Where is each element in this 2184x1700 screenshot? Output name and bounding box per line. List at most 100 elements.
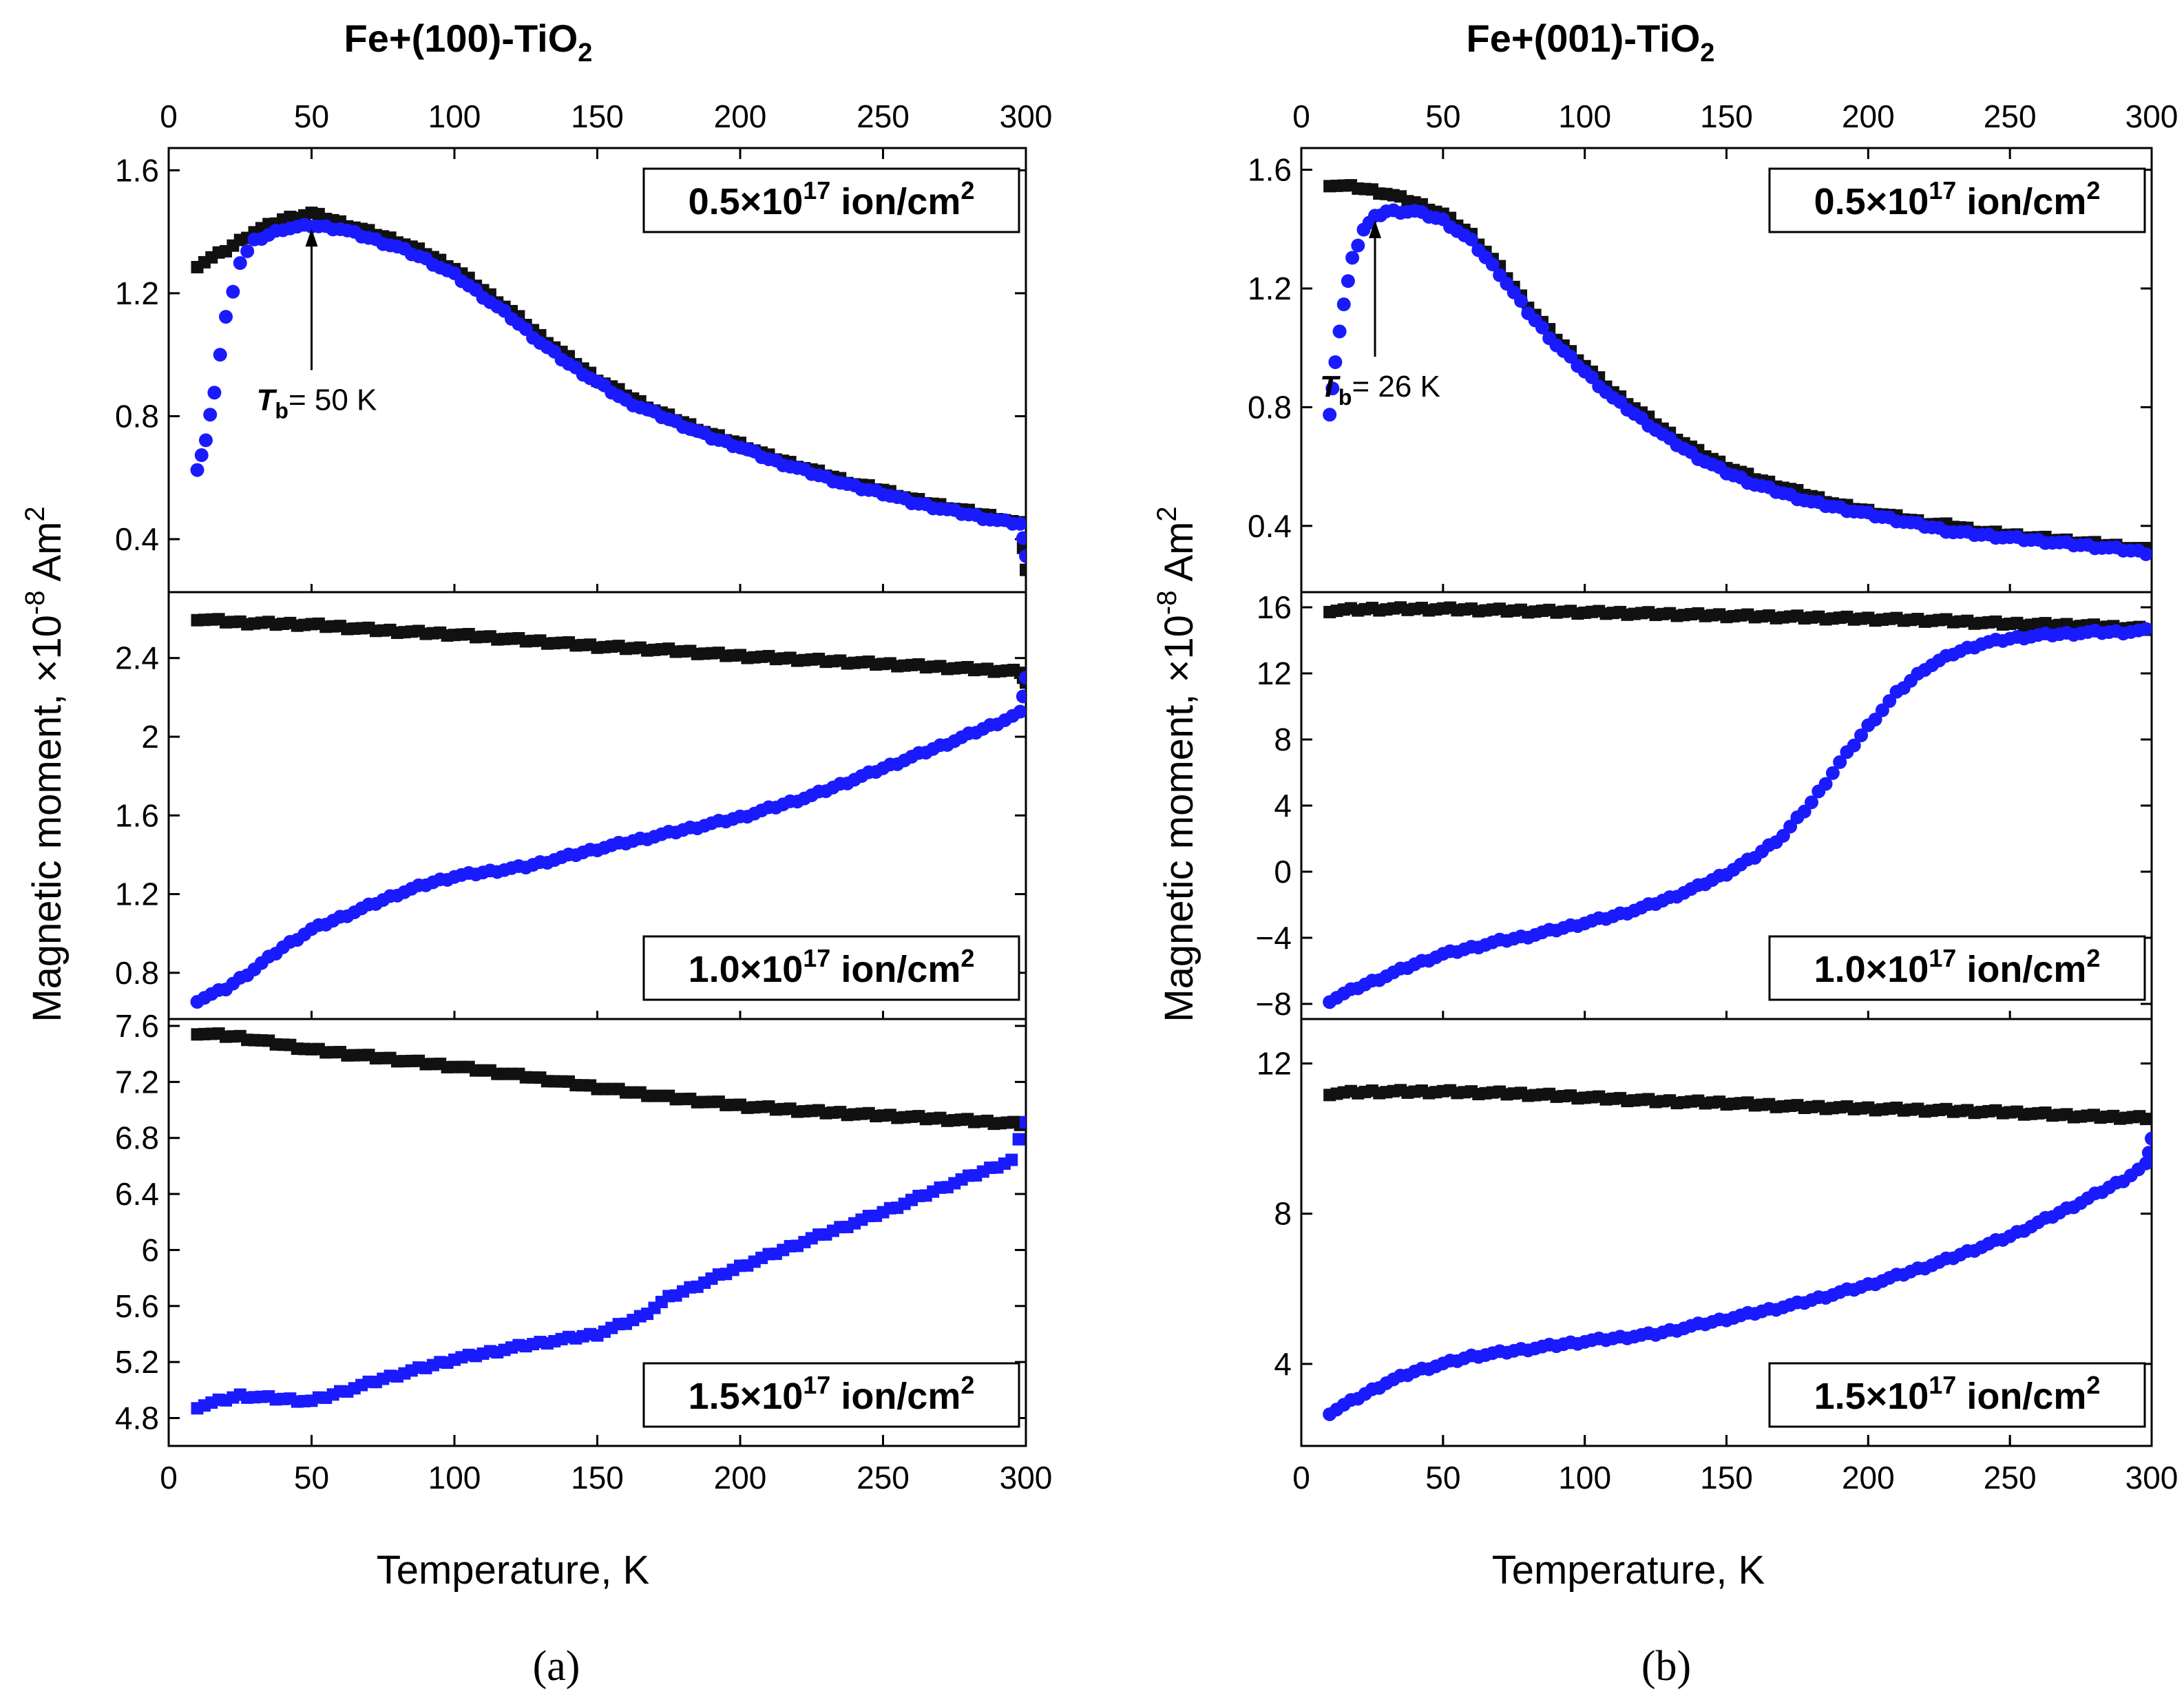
zfc-data-point (1341, 274, 1355, 288)
series-zfc (1323, 203, 2152, 561)
zfc-data-point (1019, 549, 1026, 563)
y-tick-label: 7.6 (115, 1008, 159, 1044)
dose-label-box: 1.0×1017 ion/cm2 (1768, 935, 2146, 1001)
zfc-data-point (1013, 704, 1026, 719)
zfc-data-point (1332, 324, 1347, 339)
top-x-tick-label: 200 (1842, 98, 1895, 134)
zfc-data-point (203, 408, 218, 422)
y-tick-label: 16 (1257, 589, 1292, 625)
y-tick-label: 4 (1274, 788, 1292, 823)
series-fc (191, 1027, 1026, 1131)
y-tick-label: 5.6 (115, 1288, 159, 1324)
panel-b-caption: (b) (1641, 1643, 1691, 1690)
panel-b-subplot-low-dose: 0.4 0.8 1.2 1.6 0.5×1017 ion/cm2 Tb= 26 K (1248, 147, 2153, 594)
zfc-data-point (2139, 1156, 2152, 1171)
series-layer (1323, 601, 2152, 1009)
bottom-x-tick-label: 300 (1000, 1460, 1053, 1496)
y-tick-label: 0.4 (1248, 508, 1292, 544)
y-tick-label: 4 (1274, 1346, 1292, 1382)
bottom-x-tick-label: 150 (1700, 1460, 1753, 1496)
blocking-temperature-annotation: Tb= 26 K (1320, 220, 1440, 410)
top-x-tick-label: 200 (714, 98, 767, 134)
dose-label-frame (642, 935, 1020, 1001)
zfc-data-point (1854, 728, 1869, 742)
zfc-data-point (1005, 1153, 1018, 1166)
zfc-data-point (1013, 516, 1026, 531)
y-tick-label: 8 (1274, 1196, 1292, 1232)
zfc-data-point (1818, 777, 1833, 791)
y-tick-label: 2 (141, 719, 159, 755)
zfc-data-point (1805, 795, 1818, 810)
dose-label: 0.5×1017 ion/cm2 (1814, 176, 2101, 222)
zfc-data-point (213, 348, 227, 362)
dose-label-frame (1768, 1362, 2146, 1428)
panel-a-top-axis: 0 50 100 150 200 250 300 (160, 98, 1052, 159)
top-x-tick-label: 250 (857, 98, 910, 134)
dose-label: 0.5×1017 ion/cm2 (689, 176, 975, 222)
panel-b-y-axis-label: Magnetic moment, ×10-8 Am2 (1152, 506, 1201, 1022)
series-layer (191, 1027, 1026, 1415)
panel-b-subplot-mid-dose: −8 −4 0 4 8 12 16 1.0×1017 ion/cm2 (1256, 589, 2153, 1022)
panel-a-y-axis-label: Magnetic moment, ×10-8 Am2 (20, 506, 70, 1022)
y-tick-label: 0.8 (115, 955, 159, 991)
panel-a-subplot-mid-dose: 0.8 1.2 1.6 2 2.4 1.0×1017 ion/cm2 (115, 591, 1027, 1020)
zfc-data-point (1464, 232, 1478, 246)
bottom-x-tick-label: 50 (1425, 1460, 1460, 1496)
panel-a-subplot-low-dose: 0.4 0.8 1.2 1.6 0.5×1017 ion/cm2 Tb= 50 K (115, 147, 1027, 594)
zfc-data-point (1514, 294, 1529, 308)
zfc-data-point (1020, 1115, 1026, 1129)
blocking-temperature-label: Tb= 50 K (257, 384, 377, 423)
dose-label-box: 0.5×1017 ion/cm2 (1768, 167, 2146, 233)
y-tick-label: 6 (141, 1232, 159, 1268)
top-x-tick-label: 150 (1700, 98, 1753, 134)
zfc-data-point (2141, 1146, 2152, 1160)
y-tick-label: −4 (1256, 920, 1292, 956)
zfc-data-point (226, 284, 240, 299)
series-fc (1323, 1084, 2152, 1126)
zfc-data-point (207, 386, 222, 400)
zfc-data-point (240, 244, 255, 258)
fc-data-point (2139, 1113, 2152, 1126)
dose-label-box: 1.0×1017 ion/cm2 (642, 935, 1020, 1001)
zfc-data-point (190, 463, 204, 477)
zfc-data-point (1019, 671, 1026, 685)
series-layer (1323, 1084, 2152, 1421)
zfc-data-point (1323, 408, 1337, 422)
zfc-data-point (233, 256, 247, 270)
zfc-data-point (1325, 381, 1340, 396)
panel-a-x-axis-label: Temperature, K (377, 1548, 650, 1593)
top-x-tick-label: 300 (2125, 98, 2178, 134)
zfc-data-point (1012, 1133, 1025, 1146)
series-zfc (1323, 1131, 2152, 1421)
y-tick-label: 0.8 (1248, 389, 1292, 425)
y-tick-label: 0.4 (115, 521, 159, 557)
dose-label-box: 0.5×1017 ion/cm2 (642, 167, 1020, 233)
zfc-data-point (2145, 1131, 2152, 1146)
zfc-data-point (1016, 689, 1026, 704)
y-tick-label: 1.6 (1248, 152, 1292, 188)
series-layer (1323, 179, 2152, 561)
dose-label-box: 1.5×1017 ion/cm2 (642, 1362, 1020, 1428)
zfc-data-point (1351, 238, 1365, 253)
zfc-data-point (2139, 547, 2152, 561)
series-fc (1323, 601, 2152, 636)
y-tick-label: 0.8 (115, 398, 159, 434)
top-x-tick-label: 100 (428, 98, 481, 134)
panel-b-top-axis: 0 50 100 150 200 250 300 (1292, 98, 2178, 159)
zfc-data-point (1847, 738, 1861, 753)
top-x-tick-label: 100 (1558, 98, 1611, 134)
y-tick-label: 0 (1274, 854, 1292, 890)
y-tick-label: 4.8 (115, 1400, 159, 1436)
top-x-tick-label: 150 (571, 98, 624, 134)
dose-label-box: 1.5×1017 ion/cm2 (1768, 1362, 2146, 1428)
series-zfc (190, 218, 1026, 563)
y-tick-label: 7.2 (115, 1064, 159, 1100)
bottom-x-tick-label: 250 (857, 1460, 910, 1496)
dose-label-frame (642, 167, 1020, 233)
panel-b-title: Fe+(001)-TiO2 (1467, 17, 1715, 67)
top-x-tick-label: 300 (1000, 98, 1053, 134)
series-zfc (190, 671, 1026, 1009)
dose-label: 1.5×1017 ion/cm2 (1814, 1371, 2101, 1417)
top-x-tick-label: 0 (1292, 98, 1310, 134)
